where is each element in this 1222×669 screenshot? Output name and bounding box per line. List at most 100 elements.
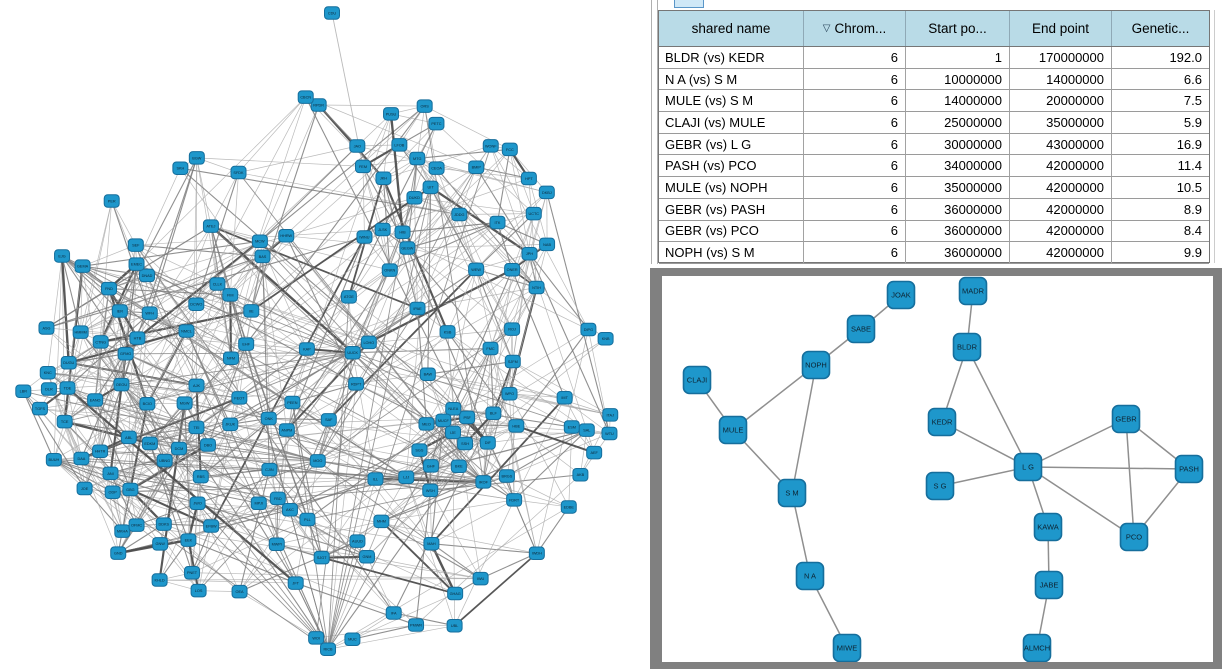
network-node[interactable]: MHM [373,514,390,529]
network-node[interactable]: PER [103,194,120,208]
table-cell[interactable]: 10.5 [1111,177,1209,199]
table-cell[interactable]: 25000000 [905,112,1009,134]
network-edge[interactable] [1027,466,1190,470]
network-node[interactable]: IJE [445,425,462,440]
network-node[interactable]: TGFS [31,401,48,416]
network-node[interactable]: EDKM [141,436,158,451]
network-node[interactable]: DIF [479,436,496,450]
network-node[interactable]: MEO [418,417,435,431]
network-node[interactable]: ANPM [278,423,295,437]
network-node[interactable]: ODP [104,485,121,500]
network-node[interactable]: BKE [450,459,467,474]
table-cell[interactable]: 36000000 [905,198,1009,221]
network-node[interactable]: WSH [422,483,439,498]
network-node[interactable]: PSF [459,410,476,425]
network-node[interactable]: ABL [120,430,137,445]
table-row[interactable]: MULE (vs) NOPH 6 35000000 42000000 10.5 [659,177,1209,199]
network-node[interactable]: MADR [958,276,988,306]
network-node[interactable]: ROJ [504,322,521,336]
table-cell[interactable]: 8.4 [1111,220,1209,243]
network-node[interactable]: IWDH [528,546,545,561]
network-node[interactable]: GBG [122,482,139,497]
table-cell[interactable]: 1 [905,47,1009,69]
table-cell[interactable]: 43000000 [1009,133,1111,156]
network-node[interactable]: HMMM [72,325,89,339]
network-node[interactable]: WTU [601,426,618,441]
table-cell[interactable]: 6 [803,242,905,264]
network-node[interactable]: GEGW [399,241,416,255]
network-node[interactable]: OEA [231,584,248,599]
column-header-chromosome[interactable]: ▽ Chrom... [803,11,905,46]
network-node[interactable]: WFH [141,306,158,320]
table-cell[interactable]: BLDR (vs) KEDR [659,47,803,69]
network-node[interactable]: MUCF [435,413,452,428]
table-cell[interactable]: 30000000 [905,133,1009,156]
network-node[interactable]: GHAG [447,586,464,601]
table-cell[interactable]: 36000000 [905,220,1009,243]
network-node[interactable]: DAA [73,451,90,466]
network-node[interactable]: TEI [188,420,205,435]
network-node[interactable]: GFMG [117,347,134,361]
table-cell[interactable]: 6 [803,177,905,199]
network-node[interactable]: EDBE [560,500,577,514]
table-cell[interactable]: 9.9 [1111,242,1209,264]
network-node[interactable]: RICB [320,642,337,656]
table-cell[interactable]: 10000000 [905,68,1009,91]
network-node[interactable]: SAL [578,423,595,437]
network-node[interactable]: GEBR [1111,404,1141,434]
network-node[interactable]: BLF [485,406,502,421]
network-node[interactable]: SAF [320,413,337,427]
network-node[interactable]: UCTC [525,206,542,221]
network-node[interactable]: ALMCH [1022,633,1052,662]
table-cell[interactable]: 7.5 [1111,90,1209,113]
network-node[interactable]: BAW [419,367,436,381]
table-cell[interactable]: GEBR (vs) L G [659,134,803,156]
network-node[interactable]: UUCK [344,346,361,360]
network-node[interactable]: AJK [188,378,205,393]
table-cell[interactable]: 6 [803,133,905,156]
network-node[interactable]: S M [777,478,807,508]
network-node[interactable]: RBS [192,469,209,484]
table-cell[interactable]: 6 [803,68,905,91]
network-node[interactable]: NFM [223,351,240,365]
table-cell[interactable]: 20000000 [1009,90,1111,113]
network-node[interactable]: ASG [38,321,55,335]
table-cell[interactable]: 35000000 [905,177,1009,199]
network-node[interactable]: DDKS [155,517,172,531]
network-node[interactable]: CTNG [92,335,109,349]
panel-divider[interactable] [651,0,658,264]
network-node[interactable]: EEK [180,533,197,547]
network-node[interactable]: GHF [422,459,439,473]
network-node[interactable]: BRGS [498,469,515,483]
network-node[interactable]: JFT [287,576,304,590]
network-node[interactable]: DCWO [188,297,205,311]
network-node[interactable]: SFDK [230,165,247,180]
network-node[interactable]: HIB [394,225,411,240]
network-node[interactable]: MTG [409,151,426,166]
network-node[interactable]: S G [925,471,955,501]
network-node[interactable]: FEM [355,159,372,174]
network-node[interactable]: BAS [254,249,271,264]
network-node[interactable]: IWU [472,571,489,586]
table-cell[interactable]: 6 [803,112,905,134]
network-node[interactable]: SEF [127,238,144,252]
sort-filter-icon[interactable]: ▽ [822,22,831,34]
network-node[interactable]: JKUK [222,417,239,432]
network-node[interactable]: KEDR [927,407,957,437]
table-cell[interactable]: 16.9 [1111,133,1209,156]
network-node[interactable]: IWNU [356,230,373,244]
network-node[interactable]: OFMC [128,518,145,532]
network-node[interactable]: PNET [184,566,201,580]
table-cell[interactable]: 170000000 [1009,47,1111,69]
table-row[interactable]: GEBR (vs) PASH 6 36000000 42000000 8.9 [659,198,1209,221]
network-node[interactable]: BGW [188,151,205,165]
table-cell[interactable]: 6 [803,220,905,243]
network-node[interactable]: JOE [76,481,93,496]
network-node[interactable]: NAB [539,237,556,252]
network-node[interactable]: MOO [309,454,326,468]
table-cell[interactable]: PASH (vs) PCO [659,155,803,178]
network-node[interactable]: SABE [846,314,876,344]
network-node[interactable]: TCE [56,414,73,429]
network-node[interactable]: IIE [243,304,260,318]
